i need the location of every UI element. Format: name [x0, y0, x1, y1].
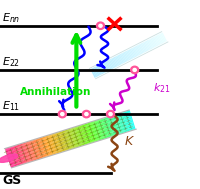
Circle shape — [98, 24, 102, 27]
Circle shape — [108, 113, 112, 115]
Circle shape — [82, 110, 90, 118]
Circle shape — [96, 22, 104, 29]
Text: $k_{21}$: $k_{21}$ — [152, 81, 170, 95]
Circle shape — [106, 110, 114, 118]
Text: Annihilation: Annihilation — [20, 87, 91, 97]
Text: $K$: $K$ — [123, 135, 134, 148]
Text: GS: GS — [2, 174, 21, 187]
Text: $E_{11}$: $E_{11}$ — [2, 99, 20, 113]
Ellipse shape — [0, 154, 17, 162]
Circle shape — [60, 113, 64, 115]
Circle shape — [58, 110, 66, 118]
Text: $E_{nn}$: $E_{nn}$ — [2, 11, 20, 25]
Circle shape — [130, 66, 138, 74]
Circle shape — [132, 68, 136, 71]
Text: $E_{22}$: $E_{22}$ — [2, 55, 20, 69]
Circle shape — [84, 113, 88, 115]
